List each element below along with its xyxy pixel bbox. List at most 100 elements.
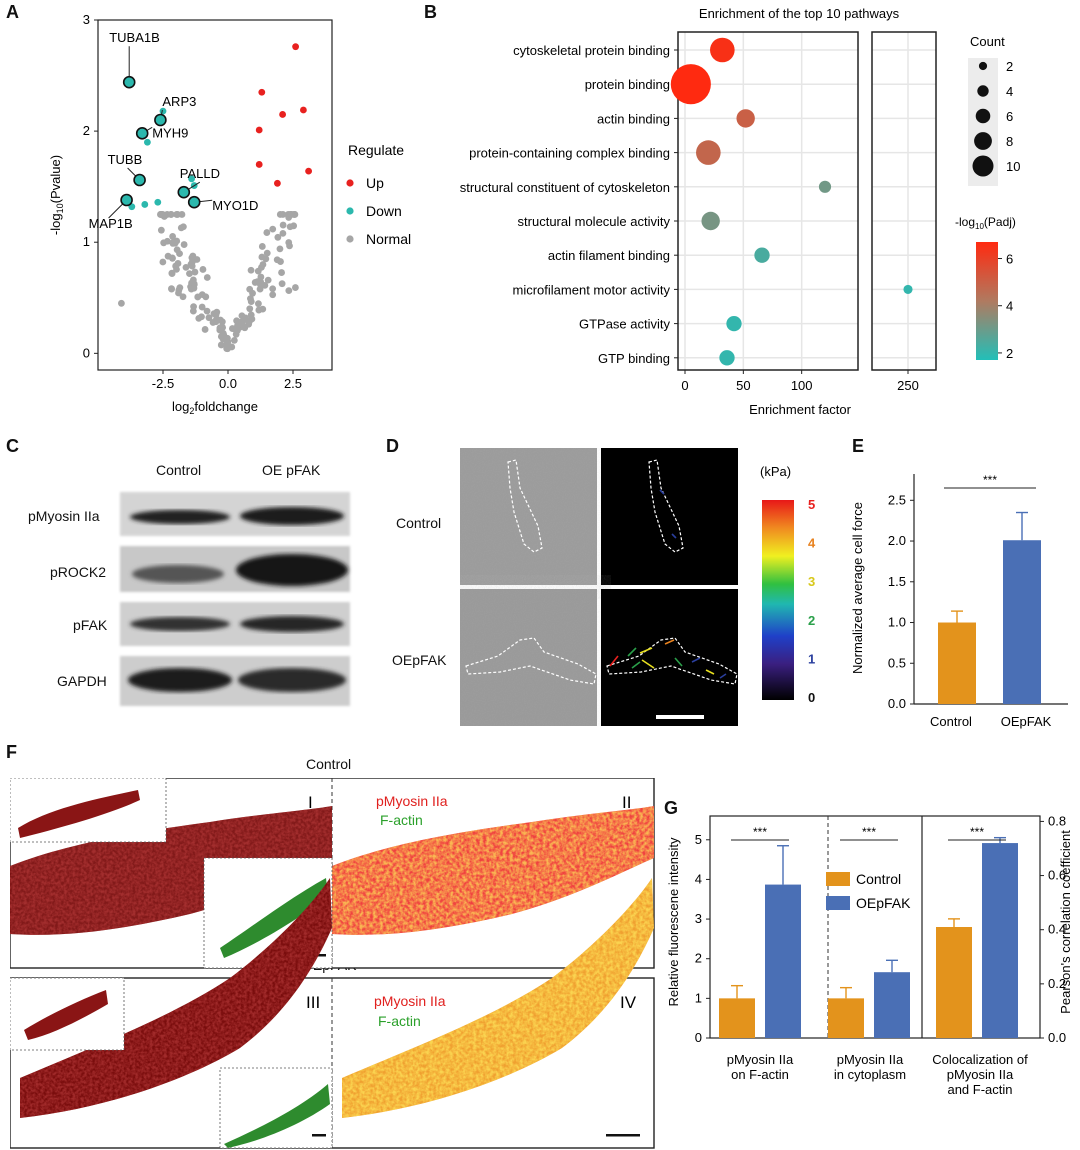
blot-col-control: Control: [156, 462, 202, 478]
volcano-point-normal: [254, 267, 262, 275]
volcano-point-up: [305, 167, 312, 175]
volcano-legend-label: Up: [366, 175, 384, 191]
volcano-point-normal: [182, 263, 190, 271]
enrichment-point: [726, 315, 742, 332]
volcano-point-normal: [257, 273, 265, 281]
kpa-tick-label: 1: [808, 651, 815, 666]
volcano-point-normal: [233, 317, 241, 325]
gene-label: MAP1B: [89, 216, 133, 231]
volcano-point-normal: [199, 266, 207, 273]
enrichment-xtick-label: 250: [897, 378, 919, 393]
volcano-point-normal: [257, 278, 265, 286]
g-ytick-left: 4: [695, 871, 702, 886]
kpa-tick-label: 3: [808, 574, 815, 589]
volcano-point-normal: [203, 307, 211, 315]
g-group-label: on F-actin: [731, 1067, 789, 1082]
volcano-point-normal: [174, 260, 182, 267]
volcano-point-normal: [264, 276, 272, 284]
volcano-point-normal: [224, 340, 231, 347]
force-ytick-label: 1.0: [888, 615, 906, 630]
volcano-point-normal: [180, 241, 188, 248]
legend-dot: [346, 207, 354, 215]
volcano-point-normal: [269, 291, 277, 299]
legend-dot: [346, 235, 354, 243]
force-xtick-label: Control: [930, 714, 972, 729]
volcano-point-normal: [201, 326, 209, 333]
volcano-ytick-label: 0: [83, 345, 90, 360]
fluorescence-bar-chart: Relative fluorescene intensity Pearson's…: [666, 813, 1073, 1097]
volcano-point-normal: [277, 258, 284, 265]
volcano-point-normal: [286, 223, 294, 231]
volcano-xtick-label: 2.5: [284, 376, 302, 391]
volcano-point-down: [141, 201, 149, 208]
volcano-point-normal: [248, 315, 256, 323]
legend-dot: [346, 179, 354, 187]
volcano-point-normal: [247, 266, 255, 274]
blot-row-pmyosin: pMyosin IIa: [28, 508, 100, 524]
g-significance: ***: [862, 825, 876, 839]
traction-map-control: [601, 448, 738, 585]
volcano-point-labeled: [133, 173, 146, 187]
force-xtick-label: OEpFAK: [1001, 714, 1052, 729]
volcano-point-normal: [169, 233, 177, 240]
kpa-colorbar: (kPa) 5 4 3 2 1 0: [760, 464, 816, 705]
force-significance: ***: [983, 473, 997, 487]
volcano-legend-title: Regulate: [348, 142, 404, 158]
g-ytick-right: 0.6: [1048, 868, 1066, 883]
enrichment-point: [818, 180, 832, 193]
g-ytick-left: 3: [695, 911, 702, 926]
volcano-point-normal: [198, 291, 206, 299]
volcano-point-labeled: [187, 195, 201, 209]
volcano-legend-label: Down: [366, 203, 402, 219]
color-legend-tick: 2: [1006, 346, 1013, 361]
force-bar: [1003, 540, 1041, 704]
volcano-point-normal: [190, 280, 198, 288]
pathway-label: structural molecule activity: [518, 214, 671, 229]
volcano-point-normal: [198, 303, 206, 311]
volcano-point-down: [154, 198, 162, 206]
volcano-point-labeled: [122, 75, 136, 89]
gene-label: ARP3: [162, 94, 196, 109]
volcano-point-normal: [263, 249, 271, 257]
volcano-point-normal: [187, 260, 195, 268]
g-ytick-right: 0.4: [1048, 922, 1066, 937]
gene-label: TUBA1B: [109, 30, 160, 45]
volcano-point-up: [300, 106, 307, 114]
pathway-label: protein-containing complex binding: [469, 146, 670, 161]
fluorescence-images: I II pMyosin IIa F-actin III IV pMyosin …: [10, 778, 655, 1149]
enrichment-xlabel: Enrichment factor: [749, 402, 852, 417]
traction-images: [460, 448, 738, 726]
g-bar: [765, 884, 801, 1038]
volcano-point-normal: [274, 233, 282, 241]
force-ytick-label: 0.0: [888, 696, 906, 711]
volcano-point-up: [255, 126, 263, 134]
volcano-point-normal: [167, 211, 175, 218]
force-ytick-label: 1.5: [888, 574, 906, 589]
enrichment-frame-right: [871, 31, 937, 371]
volcano-point-normal: [230, 336, 238, 344]
volcano-point-normal: [249, 289, 256, 297]
count-legend-dot: [972, 155, 994, 177]
pathway-label: GTPase activity: [579, 317, 671, 332]
roman-iii: III: [306, 993, 320, 1012]
volcano-point-normal: [203, 274, 211, 281]
volcano-point-normal: [118, 299, 125, 307]
volcano-point-normal: [258, 243, 266, 250]
count-legend-title: Count: [970, 34, 1005, 49]
volcano-point-normal: [246, 305, 254, 313]
volcano-ytick-label: 1: [83, 234, 90, 249]
volcano-point-normal: [163, 237, 171, 245]
g-legend-label: Control: [856, 871, 901, 887]
kpa-tick-label: 4: [808, 536, 816, 551]
enrichment-point: [719, 350, 735, 366]
volcano-point-normal: [219, 324, 227, 331]
volcano-point-normal: [173, 265, 180, 273]
blot-row-prock2: pROCK2: [50, 564, 107, 580]
volcano-point-normal: [263, 229, 271, 236]
panel-label-e: E: [852, 436, 865, 456]
volcano-ylabel: -log10(Pvalue): [48, 155, 65, 235]
panel-label-f: F: [6, 742, 17, 762]
volcano-point-normal: [205, 314, 213, 322]
g-significance: ***: [970, 825, 984, 839]
panel-label-b: B: [424, 2, 437, 22]
